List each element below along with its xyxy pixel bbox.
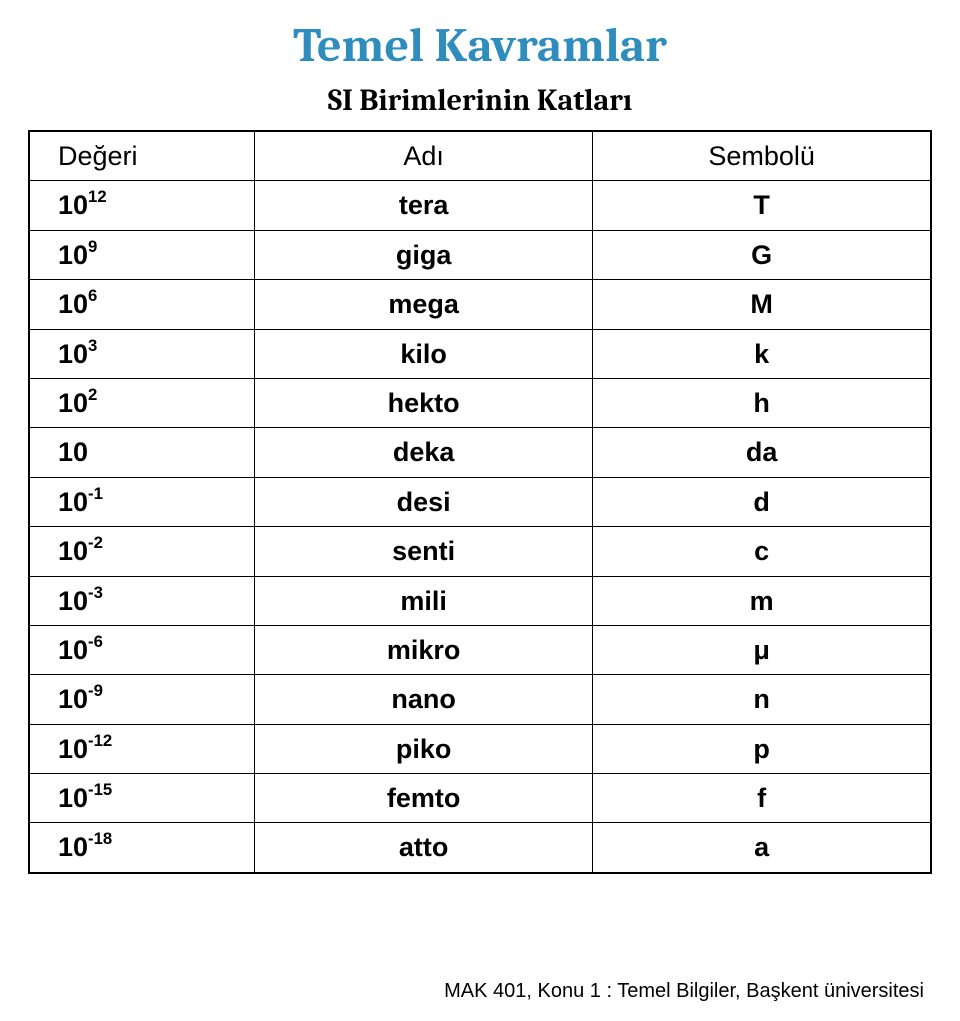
cell-name: giga (255, 230, 593, 279)
page-footer: MAK 401, Konu 1 : Temel Bilgiler, Başken… (444, 980, 924, 1003)
table-row: 106megaM (29, 280, 931, 329)
cell-name: kilo (255, 329, 593, 378)
table-header-row: Değeri Adı Sembolü (29, 131, 931, 181)
value-base: 10 (58, 388, 88, 418)
value-exponent: 2 (88, 385, 97, 404)
cell-name: piko (255, 724, 593, 773)
value-base: 10 (58, 536, 88, 566)
cell-value: 103 (29, 329, 255, 378)
value-exponent: -15 (88, 780, 112, 799)
table-row: 10-15femtof (29, 774, 931, 823)
page: Temel Kavramlar SI Birimlerinin Katları … (0, 0, 960, 1021)
table-head: Değeri Adı Sembolü (29, 131, 931, 181)
cell-name: senti (255, 527, 593, 576)
table-row: 10-9nanon (29, 675, 931, 724)
value-exponent: -12 (88, 731, 112, 750)
table-row: 10 dekada (29, 428, 931, 477)
value-exponent: 3 (88, 336, 97, 355)
table-row: 10-6mikroμ (29, 625, 931, 674)
value-exponent: 9 (88, 237, 97, 256)
cell-symbol: c (593, 527, 931, 576)
cell-symbol: μ (593, 625, 931, 674)
table-row: 10-2sentic (29, 527, 931, 576)
col-header-symbol: Sembolü (593, 131, 931, 181)
table-row: 109gigaG (29, 230, 931, 279)
cell-symbol: T (593, 181, 931, 230)
cell-name: mili (255, 576, 593, 625)
cell-value: 10-6 (29, 625, 255, 674)
cell-value: 1012 (29, 181, 255, 230)
cell-symbol: h (593, 378, 931, 427)
table-body: 1012teraT109gigaG106megaM103kilok102hekt… (29, 181, 931, 873)
value-exponent: -3 (88, 583, 103, 602)
cell-name: atto (255, 823, 593, 873)
si-prefixes-table: Değeri Adı Sembolü 1012teraT109gigaG106m… (28, 130, 932, 874)
cell-value: 102 (29, 378, 255, 427)
cell-value: 10-12 (29, 724, 255, 773)
value-base: 10 (58, 734, 88, 764)
cell-symbol: m (593, 576, 931, 625)
value-exponent: -9 (88, 681, 103, 700)
cell-name: nano (255, 675, 593, 724)
cell-value: 10-2 (29, 527, 255, 576)
cell-symbol: n (593, 675, 931, 724)
page-title: Temel Kavramlar (28, 18, 932, 73)
value-exponent: -6 (88, 632, 103, 651)
cell-symbol: M (593, 280, 931, 329)
value-exponent: -1 (88, 484, 103, 503)
cell-symbol: a (593, 823, 931, 873)
cell-value: 10 (29, 428, 255, 477)
cell-value: 10-18 (29, 823, 255, 873)
cell-value: 10-3 (29, 576, 255, 625)
table-row: 102hektoh (29, 378, 931, 427)
cell-symbol: p (593, 724, 931, 773)
value-base: 10 (58, 586, 88, 616)
cell-name: mikro (255, 625, 593, 674)
value-base: 10 (58, 635, 88, 665)
cell-name: desi (255, 477, 593, 526)
cell-value: 109 (29, 230, 255, 279)
table-row: 10-3milim (29, 576, 931, 625)
table-row: 10-18attoa (29, 823, 931, 873)
cell-symbol: da (593, 428, 931, 477)
value-exponent: 12 (88, 187, 107, 206)
value-base: 10 (58, 832, 88, 862)
col-header-value: Değeri (29, 131, 255, 181)
cell-value: 10-9 (29, 675, 255, 724)
table-row: 10-1desid (29, 477, 931, 526)
col-header-name: Adı (255, 131, 593, 181)
page-subtitle: SI Birimlerinin Katları (28, 83, 932, 118)
cell-name: deka (255, 428, 593, 477)
value-base: 10 (58, 437, 88, 467)
value-exponent: -2 (88, 533, 103, 552)
value-base: 10 (58, 190, 88, 220)
cell-name: mega (255, 280, 593, 329)
cell-value: 10-1 (29, 477, 255, 526)
cell-value: 106 (29, 280, 255, 329)
value-exponent: -18 (88, 829, 112, 848)
cell-value: 10-15 (29, 774, 255, 823)
cell-name: femto (255, 774, 593, 823)
cell-symbol: k (593, 329, 931, 378)
value-base: 10 (58, 240, 88, 270)
cell-name: hekto (255, 378, 593, 427)
value-base: 10 (58, 289, 88, 319)
cell-symbol: f (593, 774, 931, 823)
value-base: 10 (58, 487, 88, 517)
table-row: 10-12pikop (29, 724, 931, 773)
cell-name: tera (255, 181, 593, 230)
cell-symbol: d (593, 477, 931, 526)
value-base: 10 (58, 684, 88, 714)
value-exponent: 6 (88, 286, 97, 305)
value-base: 10 (58, 339, 88, 369)
table-row: 103kilok (29, 329, 931, 378)
value-base: 10 (58, 783, 88, 813)
table-row: 1012teraT (29, 181, 931, 230)
cell-symbol: G (593, 230, 931, 279)
